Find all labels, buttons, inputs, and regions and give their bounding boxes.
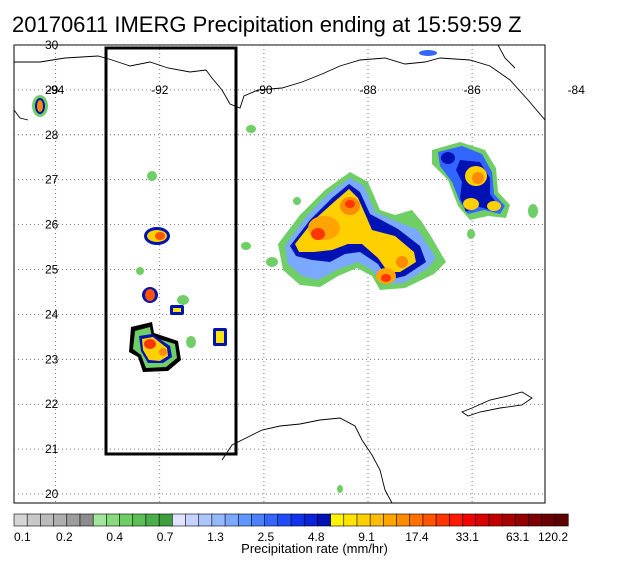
colorbar-swatch [198, 513, 213, 527]
colorbar-tick-label: 1.3 [207, 530, 224, 544]
colorbar-tick-label: 2.5 [257, 530, 274, 544]
colorbar-swatch [448, 513, 464, 527]
colorbar-tick-label: 0.1 [14, 530, 31, 544]
latitude-tick-label: 29 [45, 83, 59, 97]
colorbar-tick-label: 17.4 [405, 530, 429, 544]
longitude-tick-label: -94 [47, 83, 65, 97]
colorbar [13, 513, 569, 527]
colorbar-swatch [541, 513, 556, 527]
analysis-box [104, 46, 238, 456]
colorbar-swatch [409, 513, 424, 527]
colorbar-tick-label: 4.8 [308, 530, 325, 544]
precip-cell-small-green [136, 50, 538, 493]
colorbar-swatch [53, 513, 68, 527]
colorbar-swatch [528, 513, 543, 527]
colorbar-tick-label: 0.4 [106, 530, 123, 544]
colorbar-labels: 0.1 0.2 0.4 0.7 1.3 2.5 4.8 9.1 17.4 33.1 63.1 120.… [14, 530, 568, 544]
colorbar-swatch [356, 513, 371, 527]
graticule [14, 45, 545, 503]
colorbar-swatch [343, 513, 358, 527]
colorbar-swatch [435, 513, 450, 527]
colorbar-swatch [501, 513, 516, 527]
colorbar-swatch [554, 513, 569, 527]
latitude-tick-label: 27 [45, 173, 59, 187]
colorbar-swatch [158, 513, 173, 527]
colorbar-swatch [422, 513, 437, 527]
colorbar-tick-label: 9.1 [358, 530, 375, 544]
colorbar-tick-label: 0.7 [157, 530, 174, 544]
map-frame [13, 44, 546, 504]
longitude-tick-label: -88 [359, 83, 377, 97]
map-title: 20170611 IMERG Precipitation ending at 1… [12, 12, 522, 37]
latitude-tick-label: 24 [45, 307, 59, 321]
colorbar-swatch [277, 513, 292, 527]
colorbar-swatch [185, 513, 200, 527]
colorbar-swatch [92, 513, 107, 527]
latitude-labels: 30 29 28 27 26 25 24 23 22 21 20 [45, 38, 59, 501]
precip-cell-gulf-large [278, 172, 446, 290]
latitude-tick-label: 22 [45, 397, 59, 411]
colorbar-swatch [119, 513, 134, 527]
colorbar-swatch [237, 513, 253, 527]
latitude-tick-label: 25 [45, 263, 59, 277]
colorbar-swatch [514, 513, 530, 527]
precip-cell-west-isolated [32, 95, 48, 117]
colorbar-swatch [106, 513, 121, 527]
longitude-tick-label: -92 [151, 83, 169, 97]
colorbar-swatch [211, 513, 226, 527]
colorbar-title: Precipitation rate (mm/hr) [241, 541, 388, 556]
longitude-tick-label: -86 [463, 83, 481, 97]
precip-cell-24n [142, 287, 227, 346]
colorbar-swatch [251, 513, 266, 527]
colorbar-swatch [462, 513, 477, 527]
colorbar-swatch [475, 513, 490, 527]
longitude-tick-label: -84 [568, 83, 586, 97]
colorbar-swatch [40, 513, 55, 527]
latitude-tick-label: 26 [45, 218, 59, 232]
colorbar-swatch [396, 513, 411, 527]
colorbar-swatch [171, 513, 187, 527]
colorbar-swatch [264, 513, 279, 527]
longitude-tick-label: -90 [255, 83, 273, 97]
latitude-tick-label: 21 [45, 442, 59, 456]
colorbar-tick-label: 33.1 [456, 530, 480, 544]
colorbar-swatch [224, 513, 239, 527]
colorbar-swatch [13, 513, 28, 527]
colorbar-tick-label: 63.1 [506, 530, 530, 544]
colorbar-tick-label: 0.2 [56, 530, 73, 544]
colorbar-swatch [330, 513, 345, 527]
colorbar-swatch [383, 513, 398, 527]
longitude-labels: -94 -92 -90 -88 -86 -84 [47, 83, 585, 97]
colorbar-swatch [317, 513, 332, 527]
colorbar-swatch [145, 513, 160, 527]
latitude-tick-label: 30 [45, 38, 59, 52]
colorbar-swatch [488, 513, 503, 527]
coastlines [14, 45, 545, 503]
colorbar-swatch [132, 513, 147, 527]
latitude-tick-label: 23 [45, 352, 59, 366]
colorbar-swatch [79, 513, 94, 527]
precip-cell-23n [129, 322, 181, 372]
precip-cell-26n [144, 227, 170, 245]
colorbar-swatch [26, 513, 41, 527]
colorbar-swatch [369, 513, 384, 527]
precip-cell-ne [432, 142, 510, 220]
latitude-tick-label: 28 [45, 128, 59, 142]
colorbar-tick-label: 120.2 [538, 530, 568, 544]
colorbar-swatch [66, 513, 81, 527]
colorbar-swatch [303, 513, 318, 527]
latitude-tick-label: 20 [45, 487, 59, 501]
colorbar-swatch [290, 513, 305, 527]
